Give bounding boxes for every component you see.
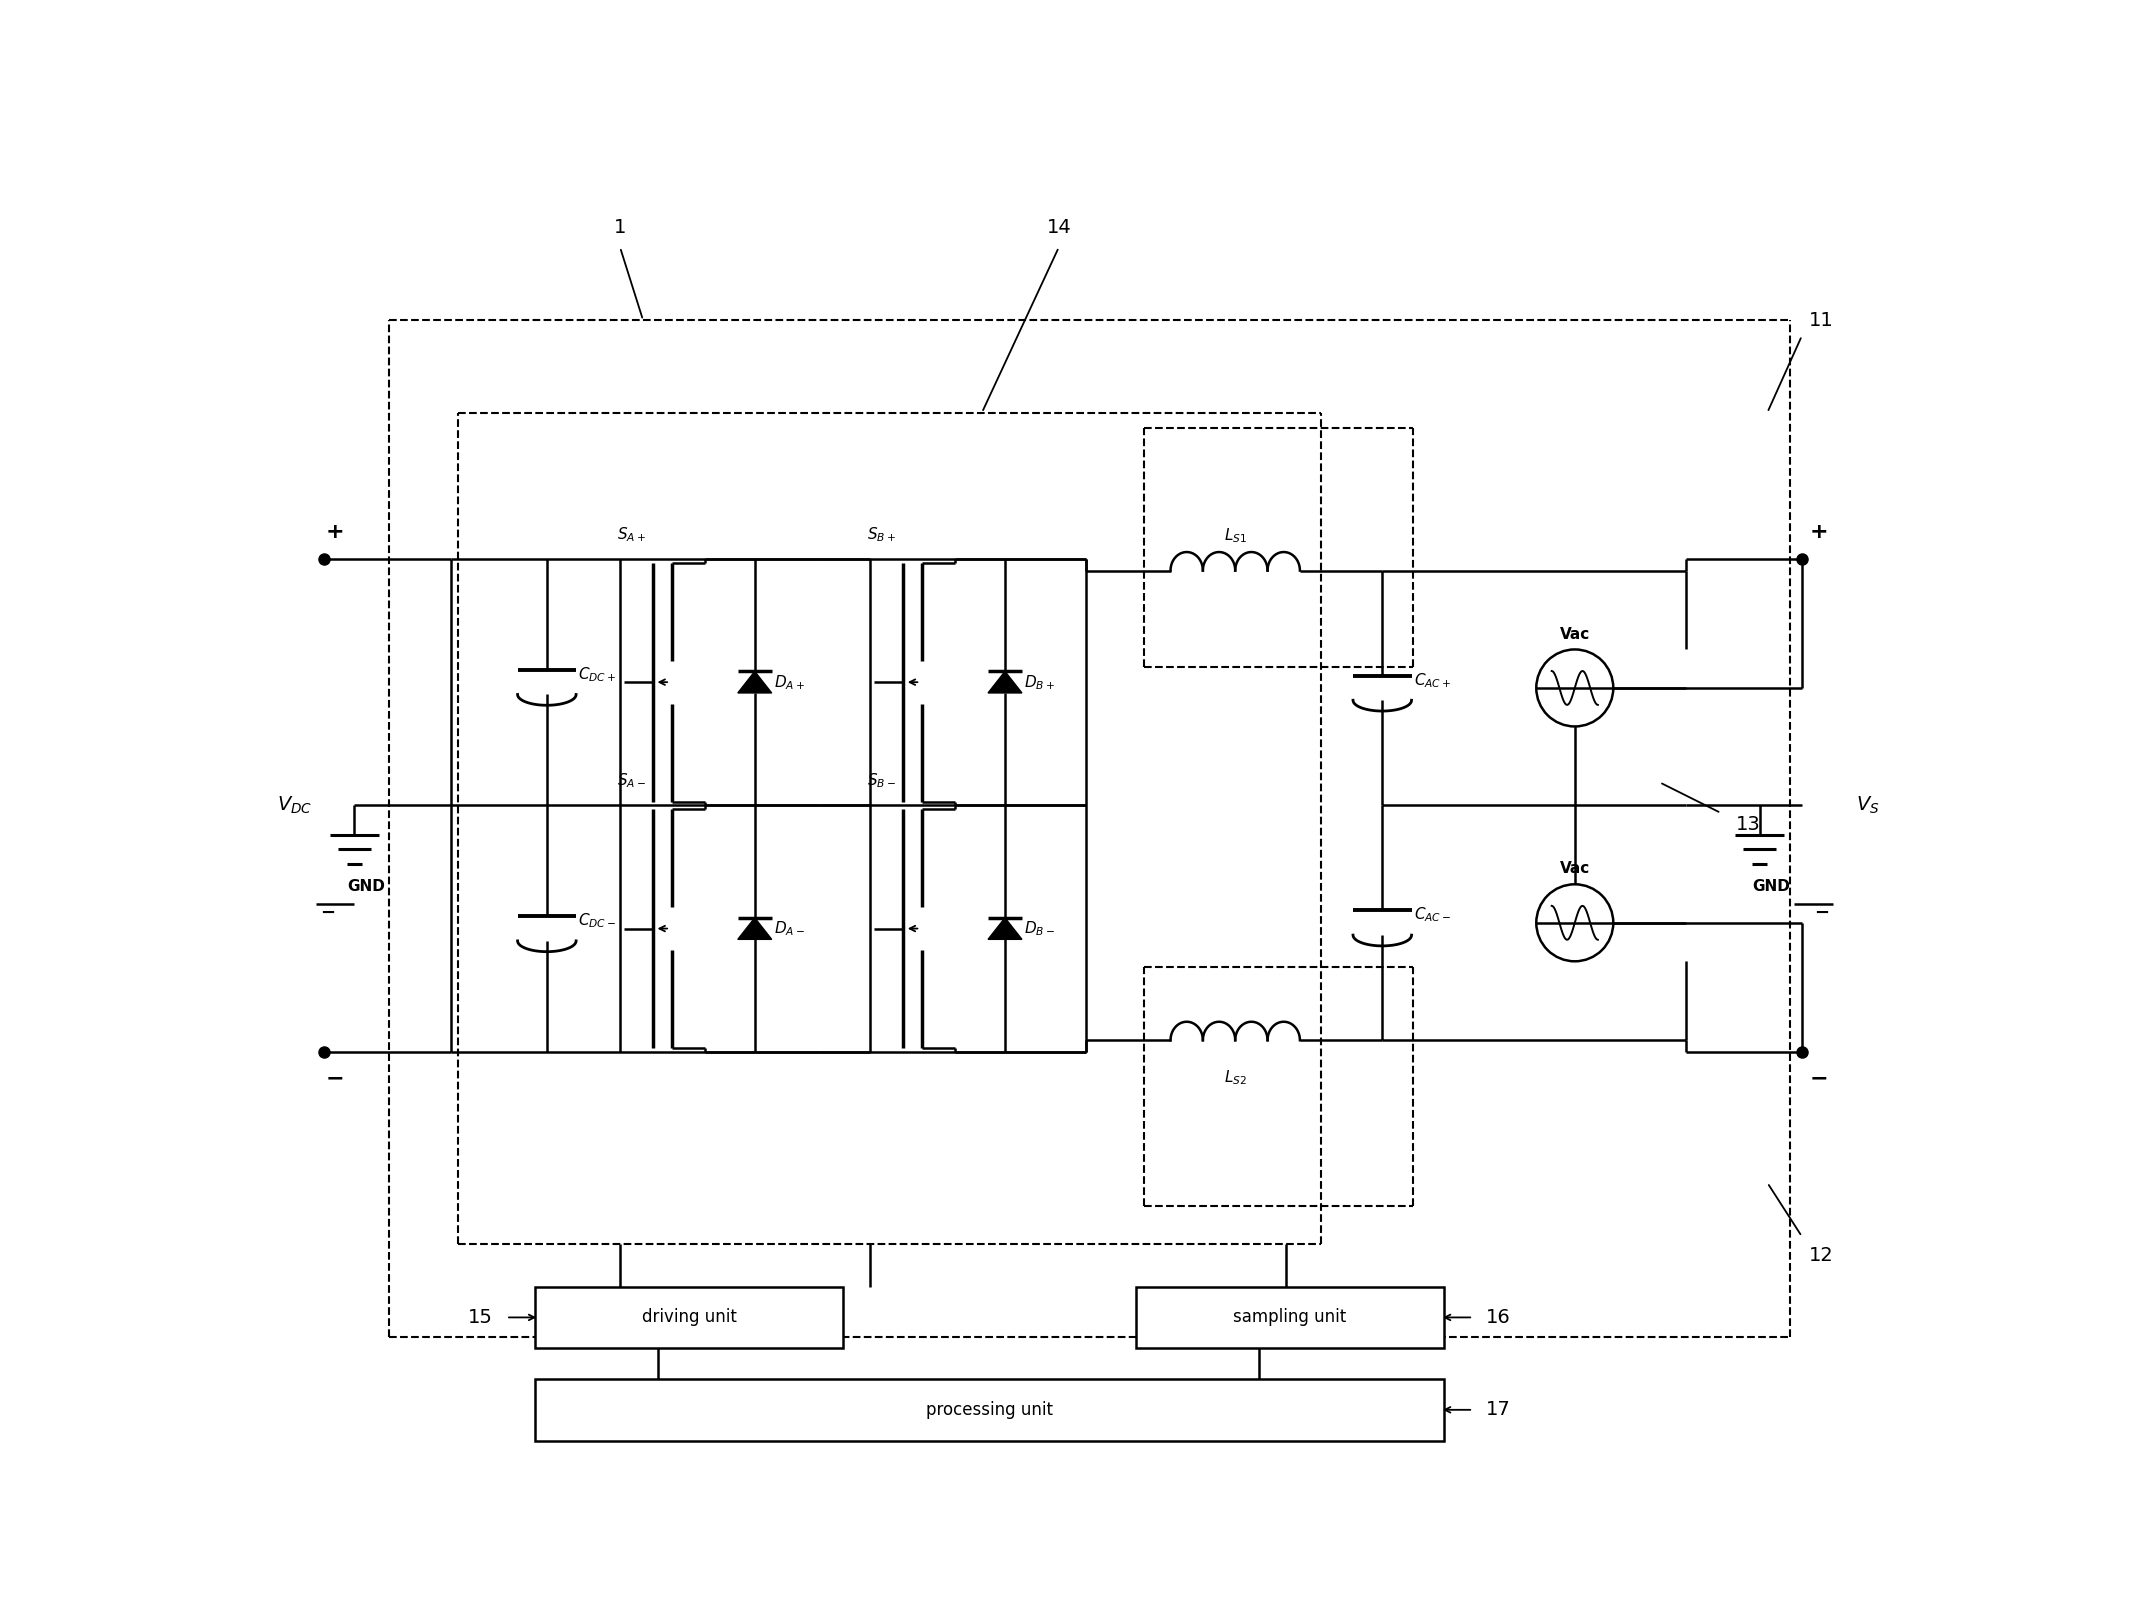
Text: $S_{A-}$: $S_{A-}$ — [618, 771, 646, 790]
Text: $D_{A+}$: $D_{A+}$ — [774, 674, 804, 691]
Bar — [536, 1380, 1444, 1441]
Text: $C_{DC-}$: $C_{DC-}$ — [577, 912, 616, 930]
Text: $D_{A-}$: $D_{A-}$ — [774, 919, 804, 938]
Text: $L_{S1}$: $L_{S1}$ — [1223, 526, 1246, 545]
Text: Vac: Vac — [1559, 626, 1589, 641]
Polygon shape — [738, 917, 772, 940]
Polygon shape — [738, 672, 772, 693]
Text: $V_S$: $V_S$ — [1855, 795, 1879, 816]
Text: $D_{B-}$: $D_{B-}$ — [1023, 919, 1055, 938]
Text: $C_{AC+}$: $C_{AC+}$ — [1414, 670, 1450, 690]
Text: −: − — [320, 904, 335, 922]
Bar — [536, 1287, 843, 1349]
Text: processing unit: processing unit — [927, 1401, 1053, 1419]
Polygon shape — [989, 672, 1021, 693]
Text: 1: 1 — [613, 219, 626, 237]
Text: $D_{B+}$: $D_{B+}$ — [1023, 674, 1055, 691]
Text: $S_{A+}$: $S_{A+}$ — [618, 524, 646, 544]
Text: GND: GND — [1752, 878, 1791, 894]
Text: 15: 15 — [468, 1308, 493, 1328]
Text: Vac: Vac — [1559, 862, 1589, 876]
Text: $C_{DC+}$: $C_{DC+}$ — [577, 665, 616, 683]
Text: 14: 14 — [1047, 219, 1070, 237]
Text: sampling unit: sampling unit — [1233, 1308, 1347, 1326]
Text: $S_{B+}$: $S_{B+}$ — [867, 524, 897, 544]
Text: $S_{B-}$: $S_{B-}$ — [867, 771, 897, 790]
Text: −: − — [326, 1068, 345, 1089]
Text: driving unit: driving unit — [641, 1308, 736, 1326]
Text: $V_{DC}$: $V_{DC}$ — [277, 795, 311, 816]
Text: +: + — [1810, 523, 1828, 542]
Text: GND: GND — [347, 878, 384, 894]
Text: 17: 17 — [1486, 1401, 1510, 1420]
Polygon shape — [989, 917, 1021, 940]
Text: −: − — [1815, 904, 1830, 922]
Text: 16: 16 — [1486, 1308, 1510, 1328]
Text: 12: 12 — [1808, 1246, 1834, 1266]
Text: $L_{S2}$: $L_{S2}$ — [1225, 1068, 1246, 1086]
Text: +: + — [326, 523, 345, 542]
Text: $C_{AC-}$: $C_{AC-}$ — [1414, 906, 1450, 925]
Bar — [1137, 1287, 1444, 1349]
Text: 13: 13 — [1735, 815, 1761, 834]
Text: −: − — [1810, 1068, 1828, 1089]
Text: 11: 11 — [1808, 310, 1834, 329]
